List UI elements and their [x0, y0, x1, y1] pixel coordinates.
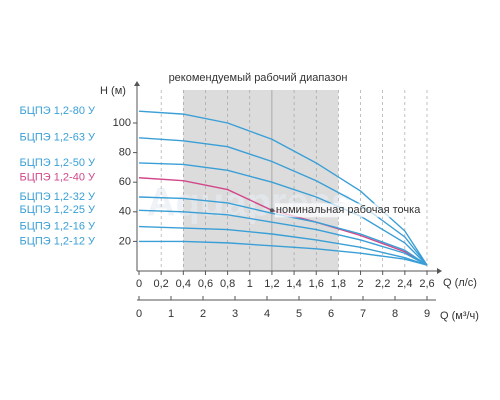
- legend-label: БЦПЭ 1,2-25 У: [20, 204, 96, 216]
- y-tick-label: 20: [119, 235, 131, 247]
- legend-label: БЦПЭ 1,2-63 У: [20, 132, 96, 144]
- x2-tick-label: 5: [296, 308, 302, 320]
- series-line: [138, 110, 428, 266]
- annotation-bg: [274, 203, 413, 218]
- x-tick-label: 1: [247, 278, 253, 290]
- y-tick-label: 80: [119, 147, 131, 159]
- annotation: номинальная рабочая точка: [276, 204, 421, 216]
- y-axis-arrow: [134, 81, 140, 86]
- x-axis-arrow: [437, 268, 442, 274]
- legend-label: БЦПЭ 1,2-32 У: [20, 191, 96, 203]
- x2-axis-label: Q (м³/ч): [440, 310, 479, 322]
- legend-label: БЦПЭ 1,2-12 У: [20, 235, 96, 247]
- x2-tick-label: 9: [424, 308, 430, 320]
- x-tick-label: 0,2: [154, 278, 169, 290]
- x-axis-label: Q (л/с): [443, 277, 477, 289]
- x-tick-label: 1,4: [286, 278, 301, 290]
- x2-tick-label: 7: [360, 308, 366, 320]
- x2-tick-label: 4: [264, 308, 270, 320]
- series-line: [138, 162, 428, 266]
- legend-label: БЦПЭ 1,2-50 У: [20, 157, 96, 169]
- x2-tick-label: 0: [136, 308, 142, 320]
- series-line: [138, 137, 428, 266]
- nominal-point: [269, 208, 274, 213]
- x2-tick-label: 2: [200, 308, 206, 320]
- series-line: [138, 196, 428, 266]
- series-line: [138, 225, 428, 266]
- series-line: [138, 209, 428, 266]
- x-tick-label: 2,4: [397, 278, 412, 290]
- x-tick-label: 2,6: [419, 278, 434, 290]
- x-tick-label: 2,2: [375, 278, 390, 290]
- x2-tick-label: 3: [232, 308, 238, 320]
- y-tick-label: 40: [119, 206, 131, 218]
- x-tick-label: 0,6: [198, 278, 213, 290]
- x-tick-label: 1,2: [264, 278, 279, 290]
- x-tick-label: 1,6: [309, 278, 324, 290]
- legend-label: БЦПЭ 1,2-16 У: [20, 221, 96, 233]
- y-axis-label: H (м): [100, 85, 126, 97]
- x-tick-label: 1,8: [331, 278, 346, 290]
- x2-tick-label: 6: [328, 308, 334, 320]
- x-tick-label: 0: [136, 278, 142, 290]
- x-tick-label: 2: [357, 278, 363, 290]
- y-tick-label: 100: [113, 117, 131, 129]
- series-line: [139, 240, 428, 266]
- legend-label: БЦПЭ 1,2-40 У: [20, 172, 96, 184]
- chart-title: рекомендуемый рабочий диапазон: [169, 72, 348, 84]
- x2-tick-label: 1: [168, 308, 174, 320]
- x-tick-label: 0,4: [176, 278, 191, 290]
- x-tick-label: 0,8: [220, 278, 235, 290]
- y-tick-label: 60: [119, 176, 131, 188]
- x2-tick-label: 8: [392, 308, 398, 320]
- legend-label: БЦПЭ 1,2-80 У: [20, 105, 96, 117]
- recommended-range: [183, 90, 339, 271]
